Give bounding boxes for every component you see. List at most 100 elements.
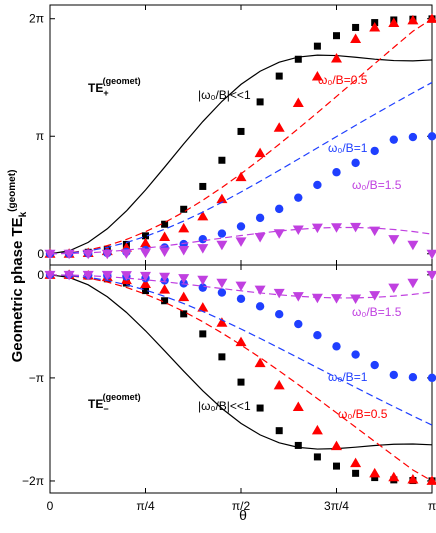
x-tick-label-0: 0 bbox=[47, 499, 54, 513]
bottom-series-0 bbox=[46, 271, 436, 485]
top-y-tick-label-2: 2π bbox=[29, 12, 44, 26]
bottom-series-3-point-17 bbox=[369, 291, 381, 301]
bottom-series-3-point-9 bbox=[216, 278, 228, 289]
top-series-3-point-18 bbox=[388, 235, 400, 245]
top-series-2-point-16 bbox=[351, 158, 360, 168]
top-series-1-point-14 bbox=[311, 70, 323, 81]
top-series-0-point-16 bbox=[352, 23, 360, 31]
top-series-0 bbox=[46, 15, 436, 258]
top-te-label-main: TE bbox=[88, 81, 103, 95]
bottom-series-0-fit-line bbox=[49, 274, 433, 450]
top-series-2-point-19 bbox=[408, 132, 418, 142]
top-series-2-point-10 bbox=[236, 222, 246, 231]
top-series-1-point-10 bbox=[235, 171, 247, 182]
top-series-0-point-14 bbox=[313, 42, 321, 50]
top-series-0-point-11 bbox=[256, 98, 264, 106]
top-annotation-3: ω₀/B=1.5 bbox=[352, 178, 402, 192]
top-series-3-point-5 bbox=[140, 248, 152, 259]
bottom-series-0-point-16 bbox=[352, 469, 360, 477]
bottom-series-0-point-7 bbox=[180, 310, 188, 318]
bottom-series-1-point-14 bbox=[311, 424, 323, 435]
bottom-series-2-point-12 bbox=[275, 310, 284, 319]
bottom-series-1-fit-line bbox=[49, 274, 433, 482]
bottom-series-2-point-18 bbox=[389, 370, 398, 380]
bottom-series-2-point-20 bbox=[427, 373, 436, 383]
top-series-3-point-3 bbox=[101, 249, 113, 260]
bottom-series-2-fit-line bbox=[49, 274, 433, 426]
top-series-1-point-8 bbox=[197, 210, 209, 221]
top-series-1 bbox=[44, 13, 436, 258]
bottom-series-0-point-15 bbox=[333, 462, 341, 470]
top-series-1-point-12 bbox=[273, 122, 285, 132]
top-series-2-fit-line bbox=[49, 81, 433, 255]
top-series-2-point-13 bbox=[294, 193, 303, 202]
top-series-0-fit-line bbox=[49, 54, 433, 255]
top-series-1-point-5 bbox=[140, 237, 152, 248]
top-series-0-point-13 bbox=[294, 55, 302, 63]
bottom-series-2-point-13 bbox=[294, 319, 303, 329]
x-tick-label-2: π/2 bbox=[232, 499, 251, 513]
bottom-series-1-point-7 bbox=[178, 291, 190, 302]
bottom-series-3-point-13 bbox=[292, 292, 304, 302]
top-series-3-point-17 bbox=[369, 226, 381, 237]
top-y-tick-label-0: 0 bbox=[37, 247, 44, 261]
bottom-series-1-point-18 bbox=[388, 471, 400, 482]
bottom-series-0-point-11 bbox=[256, 404, 264, 412]
top-series-3-point-9 bbox=[216, 240, 228, 251]
bottom-series-0-point-10 bbox=[237, 378, 245, 386]
top-series-3-fit-line bbox=[49, 226, 433, 255]
bottom-series-3-point-14 bbox=[311, 293, 323, 304]
top-panel: 0 π 2π |ω₀/B|<<1 ω₀/B=0.5 ω₀/B=1 ω₀/B=1.5 TE+ (g… bbox=[29, 4, 436, 266]
bottom-series-3-point-3 bbox=[101, 270, 113, 281]
bottom-series-2-point-11 bbox=[255, 302, 265, 311]
bottom-series-0-point-8 bbox=[199, 330, 207, 338]
bottom-series-0-point-12 bbox=[275, 427, 283, 435]
bottom-te-label: TE− (geomet) bbox=[88, 392, 141, 414]
y-axis-title-sup: (geomet) bbox=[7, 170, 18, 212]
bottom-series-2-point-19 bbox=[408, 372, 418, 382]
bottom-series-1-point-6 bbox=[159, 284, 171, 294]
top-series-0-point-8 bbox=[199, 182, 207, 190]
bottom-series-3-point-16 bbox=[350, 294, 362, 304]
top-series-1-point-17 bbox=[369, 21, 381, 32]
top-series-3-point-7 bbox=[178, 246, 190, 256]
top-series-2-point-9 bbox=[217, 229, 227, 238]
top-series-3-point-13 bbox=[292, 225, 304, 235]
bottom-series-1-point-16 bbox=[350, 457, 362, 468]
bottom-te-label-sup: (geomet) bbox=[103, 392, 141, 402]
bottom-series-2-point-17 bbox=[370, 360, 379, 370]
top-series-3-point-14 bbox=[311, 223, 323, 234]
bottom-series-3-point-4 bbox=[120, 271, 132, 281]
bottom-series-0-point-13 bbox=[294, 441, 302, 449]
bottom-series-3-point-8 bbox=[197, 275, 209, 286]
top-series-3-point-4 bbox=[120, 249, 132, 259]
bottom-annotation-2: ω₀/B=1 bbox=[328, 370, 368, 384]
bottom-series-3-point-5 bbox=[140, 271, 152, 282]
bottom-series-1-point-5 bbox=[140, 278, 152, 289]
bottom-series-2-point-10 bbox=[236, 294, 246, 303]
top-series-2-point-15 bbox=[332, 168, 341, 177]
top-y-tick-label-1: π bbox=[36, 129, 44, 143]
bottom-series-2-point-8 bbox=[198, 283, 207, 292]
top-series-3-point-16 bbox=[350, 222, 362, 233]
top-series-0-point-12 bbox=[275, 72, 283, 80]
top-series-3-point-20 bbox=[426, 249, 436, 260]
bottom-series-1-point-8 bbox=[197, 302, 209, 312]
top-series-1-point-13 bbox=[292, 97, 304, 108]
bottom-series-1-point-20 bbox=[426, 475, 436, 485]
top-series-2-point-20 bbox=[427, 132, 436, 141]
bottom-y-tick-label-0: 0 bbox=[37, 268, 44, 282]
top-series-2-point-12 bbox=[275, 204, 284, 214]
bottom-te-label-main: TE bbox=[88, 397, 103, 411]
bottom-annotation-3: ω₀/B=1.5 bbox=[352, 305, 402, 319]
bottom-series-3-point-1 bbox=[63, 270, 75, 281]
bottom-series-0-point-14 bbox=[313, 453, 321, 461]
x-tick-label-1: π/4 bbox=[136, 499, 155, 513]
x-axis-title: θ bbox=[239, 507, 247, 523]
top-series-1-point-15 bbox=[331, 52, 343, 63]
bottom-series-2-point-15 bbox=[332, 342, 341, 351]
top-series-2-point-17 bbox=[370, 146, 379, 156]
y-axis-title: Geometric phase TEk(geomet) bbox=[7, 170, 29, 363]
top-series-3-point-8 bbox=[197, 244, 209, 254]
bottom-series-3-point-15 bbox=[331, 294, 343, 304]
